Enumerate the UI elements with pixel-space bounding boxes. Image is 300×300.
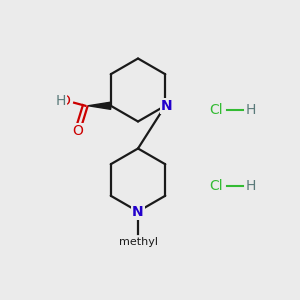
Text: H: H — [245, 179, 256, 193]
Text: Cl: Cl — [209, 179, 223, 193]
Text: H: H — [245, 103, 256, 116]
Text: N: N — [132, 205, 144, 218]
Text: O: O — [59, 94, 70, 108]
Text: H: H — [56, 94, 66, 108]
Text: Cl: Cl — [209, 103, 223, 116]
Text: methyl: methyl — [118, 237, 158, 247]
Polygon shape — [88, 102, 111, 110]
Text: O: O — [72, 124, 83, 138]
Text: N: N — [161, 99, 172, 113]
